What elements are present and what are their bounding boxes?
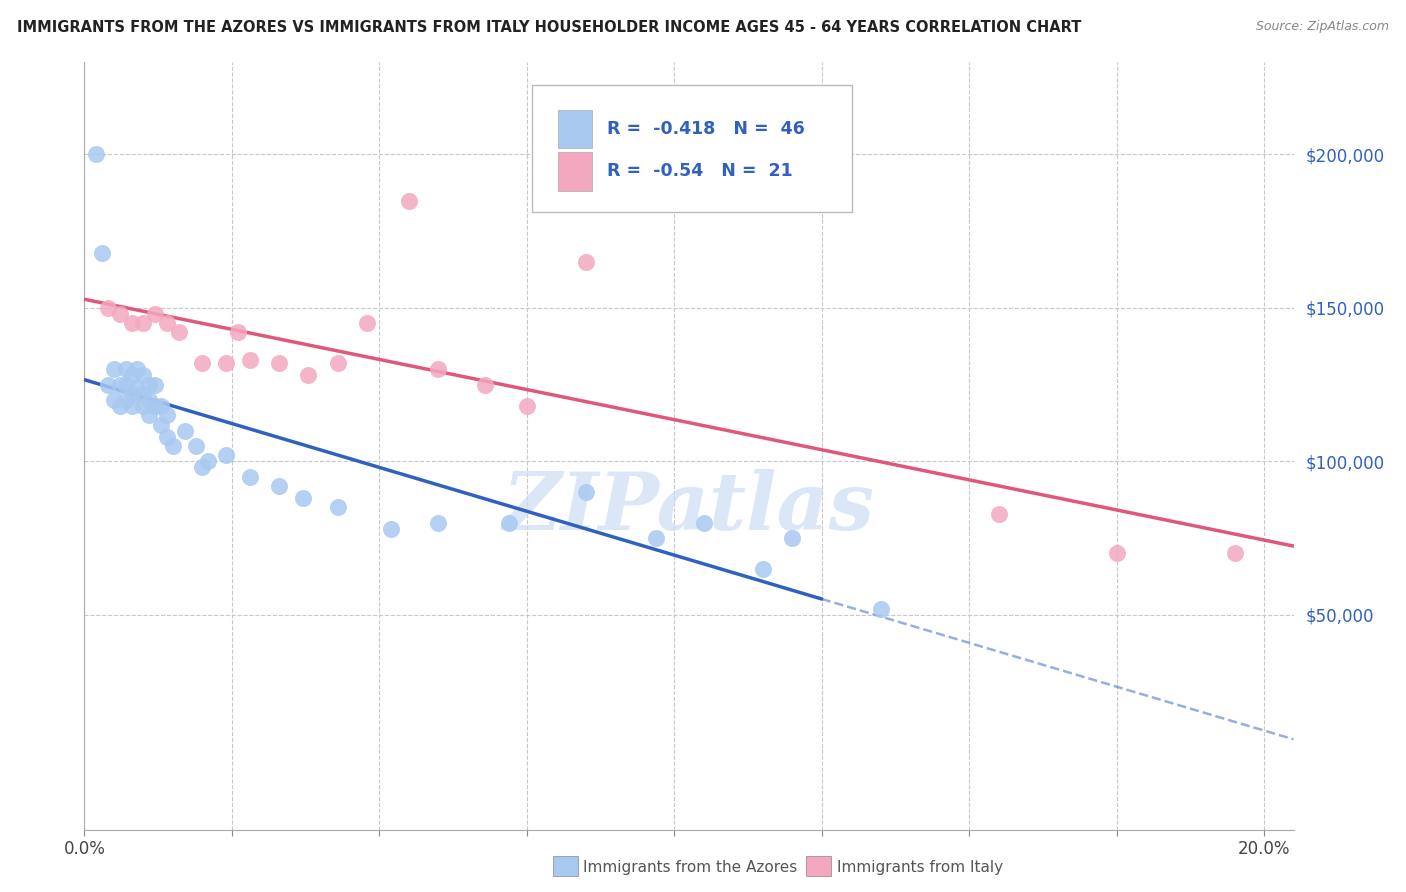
Point — [138, 377, 160, 392]
Point — [108, 377, 131, 392]
Text: R =  -0.54   N =  21: R = -0.54 N = 21 — [607, 162, 793, 180]
Point — [516, 399, 538, 413]
Point — [427, 516, 450, 530]
Point — [114, 377, 136, 392]
Point — [297, 368, 319, 383]
Point — [143, 377, 166, 392]
Point — [356, 316, 378, 330]
FancyBboxPatch shape — [558, 110, 592, 148]
Point — [191, 460, 214, 475]
Point — [138, 409, 160, 423]
Point — [186, 439, 208, 453]
Point — [267, 479, 290, 493]
Point — [103, 392, 125, 407]
FancyBboxPatch shape — [531, 86, 852, 212]
Point — [121, 387, 143, 401]
Point — [121, 368, 143, 383]
Point — [398, 194, 420, 208]
Point — [114, 392, 136, 407]
Point — [226, 326, 249, 340]
Bar — [806, 856, 831, 876]
Point — [498, 516, 520, 530]
Point — [132, 316, 155, 330]
Text: ZIPatlas: ZIPatlas — [503, 468, 875, 546]
Point — [427, 362, 450, 376]
Point — [97, 377, 120, 392]
Text: Source: ZipAtlas.com: Source: ZipAtlas.com — [1256, 20, 1389, 33]
Point — [474, 377, 496, 392]
Point — [121, 316, 143, 330]
Point — [127, 381, 149, 395]
Point — [167, 326, 190, 340]
Point — [191, 356, 214, 370]
Point — [780, 531, 803, 545]
Point — [267, 356, 290, 370]
Point — [84, 147, 107, 161]
Text: Immigrants from the Azores: Immigrants from the Azores — [583, 860, 797, 874]
Point — [108, 399, 131, 413]
Point — [987, 507, 1010, 521]
Point — [215, 448, 238, 462]
Point — [114, 362, 136, 376]
Text: R =  -0.418   N =  46: R = -0.418 N = 46 — [607, 120, 804, 138]
Point — [575, 255, 598, 269]
Point — [575, 485, 598, 500]
FancyBboxPatch shape — [558, 153, 592, 191]
Point — [380, 522, 402, 536]
Point — [143, 399, 166, 413]
Point — [132, 387, 155, 401]
Point — [162, 439, 184, 453]
Point — [751, 562, 773, 576]
Point — [197, 454, 219, 468]
Point — [156, 409, 179, 423]
Point — [143, 307, 166, 321]
Point — [173, 424, 195, 438]
Point — [108, 307, 131, 321]
Point — [869, 601, 891, 615]
Point — [132, 368, 155, 383]
Point — [127, 362, 149, 376]
Point — [91, 245, 114, 260]
Point — [156, 430, 179, 444]
Point — [291, 491, 314, 505]
Point — [326, 356, 349, 370]
Point — [121, 399, 143, 413]
Point — [138, 392, 160, 407]
Point — [215, 356, 238, 370]
Point — [692, 516, 714, 530]
Bar — [553, 856, 578, 876]
Point — [238, 469, 260, 483]
Point — [326, 500, 349, 515]
Point — [156, 316, 179, 330]
Point — [97, 301, 120, 315]
Point — [645, 531, 668, 545]
Point — [150, 417, 173, 432]
Point — [238, 353, 260, 368]
Text: Immigrants from Italy: Immigrants from Italy — [837, 860, 1002, 874]
Point — [150, 399, 173, 413]
Point — [1223, 546, 1246, 560]
Text: IMMIGRANTS FROM THE AZORES VS IMMIGRANTS FROM ITALY HOUSEHOLDER INCOME AGES 45 -: IMMIGRANTS FROM THE AZORES VS IMMIGRANTS… — [17, 20, 1081, 35]
Point — [103, 362, 125, 376]
Point — [1105, 546, 1128, 560]
Point — [132, 399, 155, 413]
